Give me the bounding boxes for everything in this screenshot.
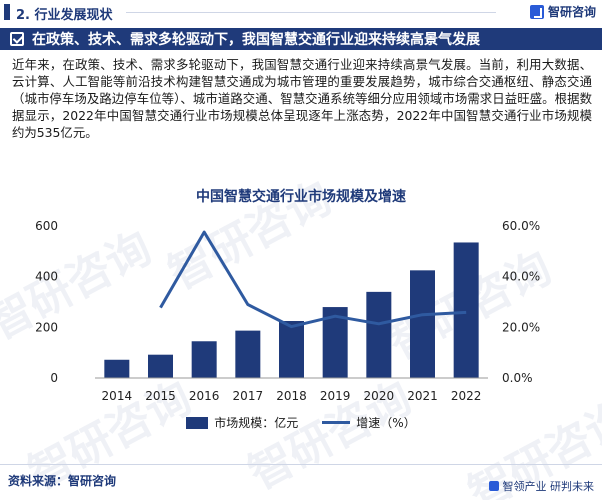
- bar-2018: [279, 321, 304, 378]
- legend-item-bar: 市场规模：亿元: [186, 414, 298, 431]
- footer-divider: [0, 464, 602, 465]
- bar-2014: [104, 359, 130, 378]
- section-title: 2. 行业发展现状: [16, 8, 113, 23]
- brand-name: 智研咨询: [547, 5, 596, 19]
- chart-title: 中国智慧交通行业市场规模及增速: [196, 189, 406, 205]
- y-right-tick-label: 20.0%: [502, 320, 540, 334]
- body-paragraph: 近年来，在政策、技术、需求多轮驱动下，我国智慧交通行业迎来持续高景气发展。当前，…: [12, 57, 592, 140]
- header-divider: [126, 12, 496, 13]
- section-accent: [4, 4, 10, 20]
- x-tick-label: 2016: [189, 389, 220, 403]
- brand-logo-icon: [529, 4, 544, 19]
- y-right-tick-label: 0.0%: [502, 371, 533, 385]
- legend-line-swatch: [322, 421, 351, 424]
- y-left-tick-label: 0: [50, 371, 58, 385]
- growth-line: [159, 230, 467, 329]
- bar-2016: [191, 341, 217, 378]
- legend-line-label: 增速（%）: [356, 416, 416, 430]
- bar-2022: [453, 242, 479, 378]
- bar-2020: [366, 291, 392, 378]
- x-tick-label: 2022: [451, 389, 482, 403]
- y-left-tick-label: 400: [35, 270, 58, 284]
- source-note: 资料来源：智研咨询: [8, 474, 117, 488]
- x-tick-label: 2020: [364, 389, 395, 403]
- x-tick-label: 2018: [276, 389, 307, 403]
- chart: 0 200 400 600 0.0% 20.0% 40.0% 60.0% 2014 2015 2…: [35, 219, 540, 403]
- x-tick-label: 2021: [407, 389, 438, 403]
- y-left-tick-label: 600: [35, 219, 58, 233]
- y-left-tick-label: 200: [35, 320, 58, 334]
- x-tick-label: 2014: [102, 389, 133, 403]
- x-tick-label: 2017: [233, 389, 264, 403]
- slogan-logo-icon: [488, 481, 499, 491]
- legend-bar-label: 市场规模：亿元: [214, 416, 299, 430]
- headline-text: 在政策、技术、需求多轮驱动下，我国智慧交通行业迎来持续高景气发展: [32, 32, 480, 48]
- chart-legend: 市场规模：亿元 增速（%）: [0, 414, 602, 431]
- y-right-tick-label: 60.0%: [502, 219, 540, 233]
- top-bar: 2. 行业发展现状 智研咨询: [0, 0, 602, 26]
- slogan-text: 智领产业 研判未来: [502, 480, 595, 493]
- x-tick-label: 2015: [145, 389, 176, 403]
- slogan: 智领产业 研判未来: [488, 478, 595, 494]
- legend-item-line: 增速（%）: [322, 414, 416, 431]
- legend-bar-swatch: [186, 416, 209, 429]
- bar-2017: [235, 330, 261, 378]
- checkbox-icon: [10, 32, 24, 46]
- bar-2021: [410, 270, 435, 378]
- headline-banner: 在政策、技术、需求多轮驱动下，我国智慧交通行业迎来持续高景气发展: [0, 28, 602, 50]
- y-right-tick-label: 40.0%: [502, 270, 540, 284]
- brand: 智研咨询: [529, 3, 596, 20]
- x-tick-label: 2019: [320, 389, 351, 403]
- bar-2015: [148, 354, 173, 378]
